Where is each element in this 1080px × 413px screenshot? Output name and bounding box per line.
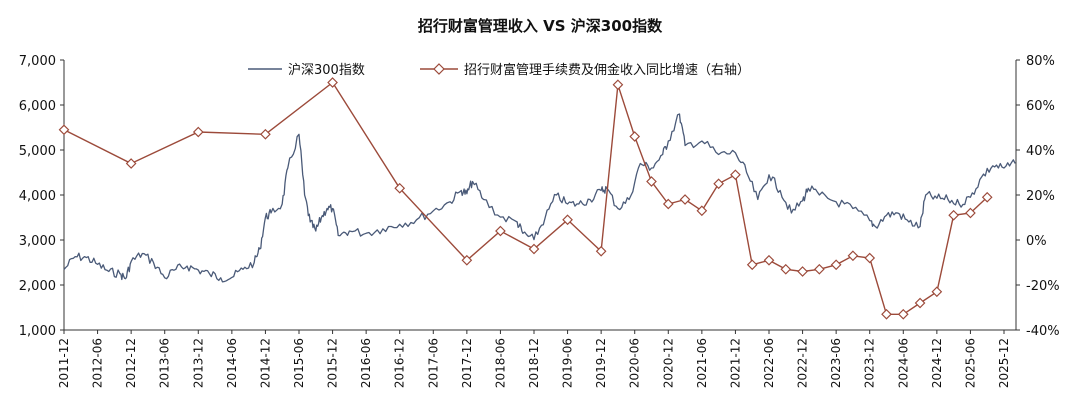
x-axis-tick-label: 2015-12 (326, 338, 340, 388)
series-marker-cmb-growth (495, 225, 506, 237)
series-marker-cmb-growth (914, 297, 926, 309)
x-axis-tick-label: 2016-06 (359, 338, 373, 388)
series-marker-cmb-growth (864, 252, 876, 264)
series-marker-cmb-growth (931, 286, 943, 298)
series-line-hs300 (63, 113, 1016, 283)
series-marker-cmb-growth (897, 308, 909, 320)
series-marker-cmb-growth (662, 198, 674, 210)
legend: 沪深300指数 招行财富管理手续费及佣金收入同比增速（右轴） (248, 62, 750, 78)
series-marker-cmb-growth (780, 263, 792, 275)
left-axis-tick-label: 3,000 (19, 234, 56, 249)
x-axis-tick-label: 2020-12 (661, 338, 675, 388)
series-marker-cmb-growth (260, 128, 271, 140)
x-axis-tick-label: 2014-12 (258, 338, 272, 388)
series-marker-cmb-growth (646, 176, 657, 187)
right-axis-tick-label: -40% (1026, 324, 1060, 339)
chart-title: 招行财富管理收入 VS 沪深300指数 (418, 17, 663, 35)
series-marker-cmb-growth (192, 126, 204, 138)
x-axis-tick-label: 2021-06 (695, 338, 709, 388)
x-axis-tick-label: 2018-06 (493, 338, 507, 388)
x-axis-tick-label: 2018-12 (527, 338, 541, 388)
series-marker-cmb-growth (58, 124, 70, 136)
right-axis-tick-label: 60% (1026, 99, 1055, 114)
left-axis-tick-label: 5,000 (19, 144, 56, 159)
x-axis-tick-label: 2014-06 (225, 338, 239, 388)
right-axis-tick-label: 0% (1026, 234, 1047, 249)
series-marker-cmb-growth (327, 77, 338, 88)
series-marker-cmb-growth (461, 254, 473, 266)
x-axis-tick-label: 2023-12 (863, 338, 877, 388)
x-axis-tick-label: 2025-06 (963, 338, 977, 388)
right-axis-tick-label: -20% (1026, 279, 1060, 294)
x-axis-tick-label: 2021-12 (728, 338, 742, 388)
x-axis-tick-label: 2020-06 (628, 338, 642, 388)
series-line-cmb-growth (63, 81, 988, 315)
series-marker-cmb-growth (881, 308, 892, 320)
axes: 1,000 2,000 3,000 4,000 5,000 6,000 7,000 -40% -… (19, 54, 1060, 388)
series-marker-cmb-growth (713, 178, 724, 190)
x-axis-tick-label: 2015-06 (292, 338, 306, 388)
series-layer (58, 77, 1016, 320)
series-marker-cmb-growth (612, 79, 624, 91)
x-axis-tick-label: 2019-12 (594, 338, 608, 388)
x-axis-tick-label: 2013-12 (191, 338, 205, 388)
series-marker-cmb-growth (562, 214, 573, 226)
series-marker-cmb-growth (847, 250, 859, 262)
series-marker-cmb-growth (696, 205, 708, 217)
series-marker-cmb-growth (730, 169, 741, 181)
left-axis-tick-label: 2,000 (19, 279, 56, 294)
series-marker-cmb-growth (965, 207, 976, 219)
series-marker-cmb-growth (528, 243, 540, 255)
x-axis-tick-label: 2012-06 (91, 338, 105, 388)
series-marker-cmb-growth (125, 158, 137, 169)
x-axis-tick-label: 2016-12 (393, 338, 407, 388)
legend-label-hs300: 沪深300指数 (288, 62, 365, 78)
x-axis-tick-label: 2022-06 (762, 338, 776, 388)
right-axis-tick-label: 20% (1026, 189, 1055, 204)
left-axis-tick-label: 6,000 (19, 99, 56, 114)
series-marker-cmb-growth (394, 182, 406, 194)
x-axis-tick-label: 2025-12 (997, 338, 1011, 388)
x-axis-tick-label: 2011-12 (57, 338, 71, 388)
x-axis-tick-label: 2023-06 (829, 338, 843, 388)
x-axis-tick-label: 2024-12 (930, 338, 944, 388)
series-marker-cmb-growth (679, 194, 691, 205)
series-marker-cmb-growth (830, 259, 842, 271)
left-axis-tick-label: 7,000 (19, 54, 56, 69)
series-marker-cmb-growth (746, 259, 758, 271)
series-marker-cmb-growth (981, 191, 993, 203)
right-axis-tick-label: 40% (1026, 144, 1055, 159)
series-marker-cmb-growth (595, 245, 607, 257)
series-marker-cmb-growth (763, 254, 775, 266)
x-axis-tick-label: 2013-06 (158, 338, 172, 388)
series-marker-cmb-growth (948, 209, 959, 221)
x-axis-tick-label: 2017-06 (426, 338, 440, 388)
left-axis-tick-label: 4,000 (19, 189, 56, 204)
x-axis-tick-label: 2024-06 (896, 338, 910, 388)
right-axis-tick-label: 80% (1026, 54, 1055, 69)
x-axis-tick-label: 2012-12 (124, 338, 138, 388)
legend-label-cmb: 招行财富管理手续费及佣金收入同比增速（右轴） (464, 62, 750, 78)
legend-marker-cmb (433, 63, 445, 75)
series-marker-cmb-growth (814, 263, 825, 275)
x-axis-tick-label: 2022-12 (796, 338, 810, 388)
series-marker-cmb-growth (629, 131, 641, 142)
x-axis-tick-label: 2019-06 (561, 338, 575, 388)
left-axis-tick-label: 1,000 (19, 324, 56, 339)
x-axis-tick-label: 2017-12 (460, 338, 474, 388)
series-marker-cmb-growth (797, 266, 808, 277)
